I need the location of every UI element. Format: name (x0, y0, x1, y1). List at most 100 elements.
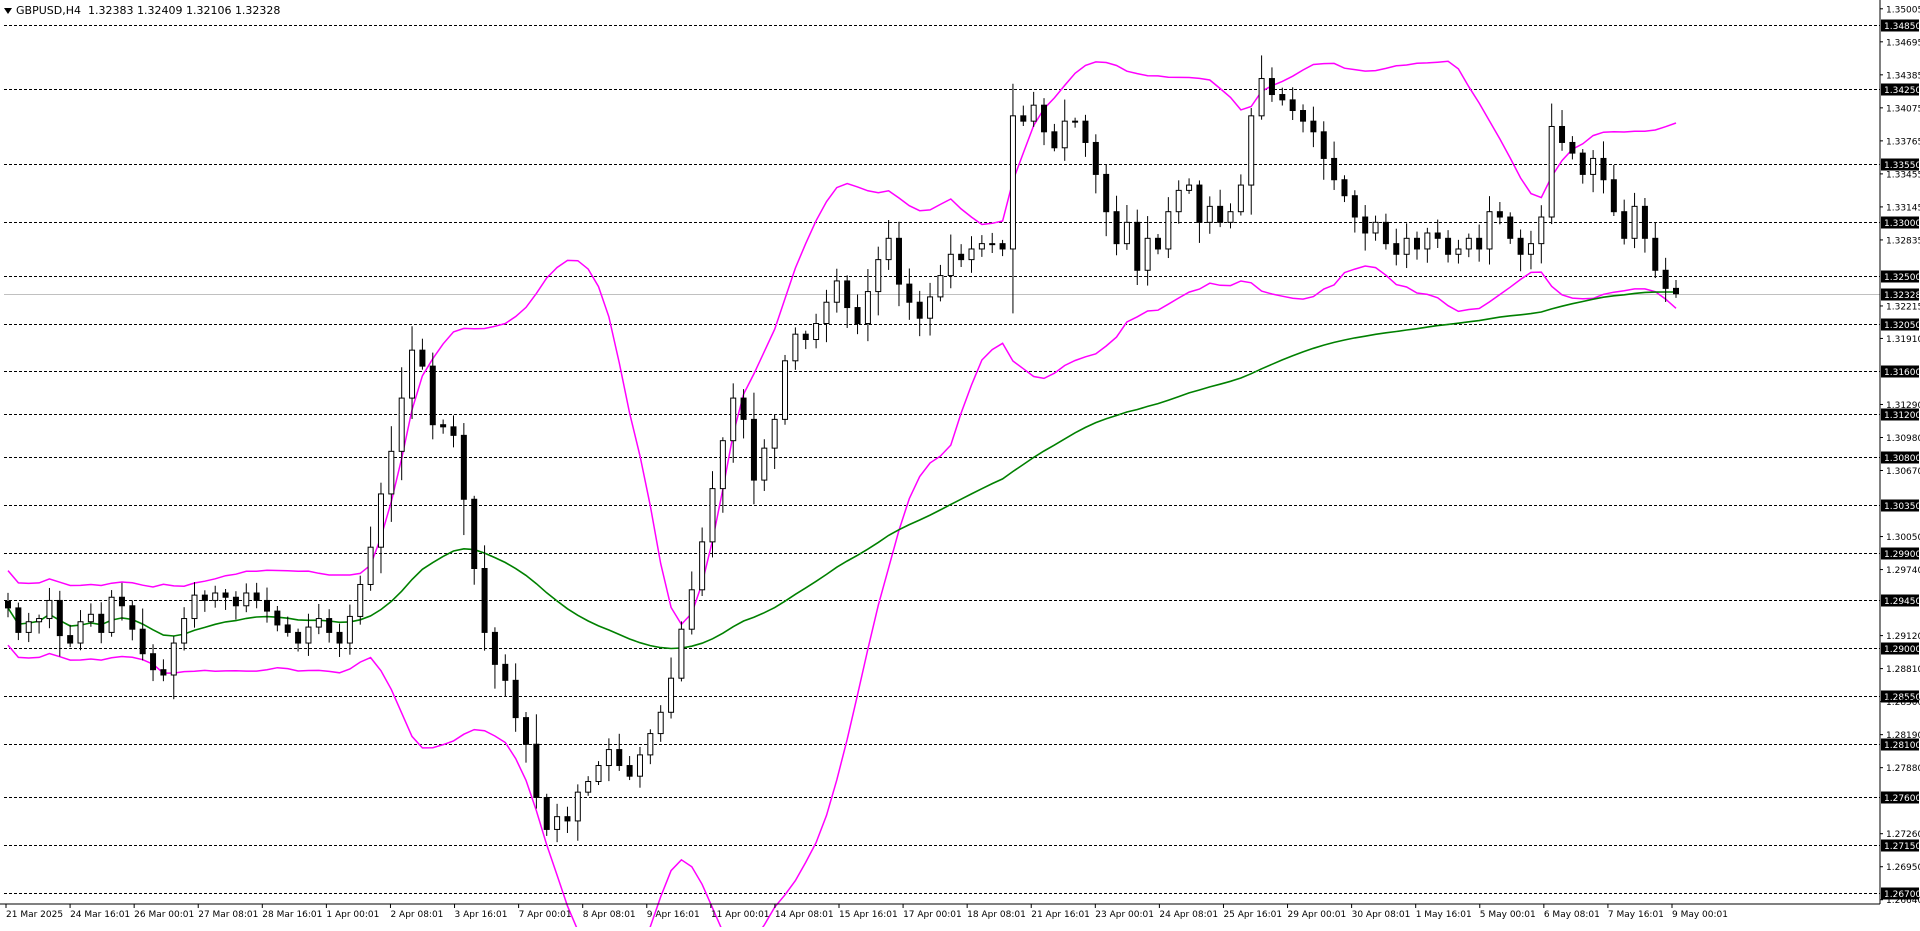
candle-body[interactable] (574, 791, 581, 822)
candle-body[interactable] (1362, 216, 1369, 234)
candle-body[interactable] (916, 301, 923, 319)
candle-body[interactable] (315, 618, 322, 628)
candle-body[interactable] (1279, 94, 1286, 101)
candle-body[interactable] (77, 621, 84, 644)
candle-body[interactable] (657, 711, 664, 735)
candle-body[interactable] (761, 447, 768, 481)
candle-body[interactable] (264, 599, 271, 612)
candle-body[interactable] (740, 397, 747, 420)
candle-body[interactable] (1517, 237, 1524, 255)
candle-body[interactable] (864, 291, 871, 325)
candle-body[interactable] (222, 592, 229, 598)
candle-body[interactable] (429, 365, 436, 426)
candle-body[interactable] (875, 259, 882, 293)
candle-body[interactable] (1662, 269, 1669, 289)
candle-body[interactable] (1652, 237, 1659, 271)
candle-body[interactable] (1072, 120, 1079, 123)
candle-body[interactable] (419, 349, 426, 367)
candle-body[interactable] (108, 596, 115, 633)
candle-body[interactable] (46, 599, 53, 620)
candle-body[interactable] (678, 628, 685, 679)
candle-body[interactable] (1641, 205, 1648, 239)
candle-body[interactable] (636, 754, 643, 777)
candle-body[interactable] (1258, 78, 1265, 117)
candle-body[interactable] (792, 333, 799, 362)
candle-body[interactable] (1621, 211, 1628, 239)
candle-body[interactable] (440, 424, 447, 428)
candle-body[interactable] (1123, 221, 1130, 245)
candle-body[interactable] (1041, 104, 1048, 133)
candle-body[interactable] (201, 594, 208, 601)
candle-body[interactable] (512, 679, 519, 719)
candle-body[interactable] (1372, 221, 1379, 234)
candle-body[interactable] (56, 599, 63, 637)
candle-body[interactable] (460, 434, 467, 500)
candle-body[interactable] (326, 618, 333, 633)
candle-body[interactable] (1486, 211, 1493, 250)
candle-body[interactable] (854, 307, 861, 325)
candle-body[interactable] (730, 397, 737, 442)
candle-body[interactable] (1144, 237, 1151, 271)
candle-body[interactable] (295, 631, 302, 644)
candle-body[interactable] (1548, 125, 1555, 218)
candle-body[interactable] (927, 296, 934, 319)
candle-body[interactable] (1465, 237, 1472, 250)
candle-body[interactable] (564, 816, 571, 822)
candle-body[interactable] (626, 765, 633, 777)
candle-body[interactable] (1341, 179, 1348, 197)
candle-body[interactable] (15, 607, 22, 633)
candle-body[interactable] (989, 243, 996, 246)
candle-body[interactable] (1186, 184, 1193, 191)
candle-body[interactable] (1403, 237, 1410, 255)
candle-body[interactable] (367, 546, 374, 585)
candle-body[interactable] (844, 280, 851, 309)
candle-body[interactable] (502, 663, 509, 681)
candle-body[interactable] (191, 594, 198, 620)
candle-body[interactable] (160, 669, 167, 676)
candle-body[interactable] (1154, 237, 1161, 250)
candle-body[interactable] (947, 253, 954, 277)
candle-body[interactable] (1527, 243, 1534, 255)
candle-body[interactable] (1610, 179, 1617, 213)
candle-body[interactable] (1393, 243, 1400, 255)
candle-body[interactable] (139, 628, 146, 655)
candle-body[interactable] (1175, 189, 1182, 213)
candle-body[interactable] (1590, 157, 1597, 175)
candle-body[interactable] (305, 626, 312, 644)
candle-body[interactable] (346, 615, 353, 644)
candle-body[interactable] (1227, 211, 1234, 223)
candle-body[interactable] (1434, 232, 1441, 239)
candle-body[interactable] (906, 283, 913, 303)
dropdown-triangle-icon[interactable] (4, 8, 12, 14)
candle-body[interactable] (253, 592, 260, 601)
candle-body[interactable] (937, 275, 944, 298)
candle-body[interactable] (1196, 184, 1203, 223)
candle-body[interactable] (1445, 237, 1452, 255)
candle-body[interactable] (1103, 173, 1110, 213)
candle-body[interactable] (833, 280, 840, 303)
candle-body[interactable] (212, 592, 219, 601)
candle-body[interactable] (523, 717, 530, 745)
candle-body[interactable] (471, 498, 478, 569)
candle-body[interactable] (1165, 211, 1172, 250)
candle-body[interactable] (554, 816, 561, 830)
candle-body[interactable] (999, 243, 1006, 250)
candle-body[interactable] (1476, 237, 1483, 250)
candle-body[interactable] (232, 596, 239, 607)
candle-body[interactable] (450, 426, 457, 436)
candle-body[interactable] (284, 624, 291, 633)
candle-body[interactable] (895, 237, 902, 285)
candle-body[interactable] (336, 631, 343, 644)
candle-body[interactable] (129, 605, 136, 630)
candle-body[interactable] (1507, 216, 1514, 239)
candle-body[interactable] (1559, 125, 1566, 143)
candle-body[interactable] (36, 618, 43, 623)
candle-body[interactable] (1579, 152, 1586, 175)
candle-body[interactable] (25, 621, 32, 633)
candle-body[interactable] (1631, 205, 1638, 239)
candle-body[interactable] (1569, 141, 1576, 154)
candle-body[interactable] (170, 642, 177, 676)
candle-body[interactable] (823, 301, 830, 325)
candle-body[interactable] (968, 248, 975, 261)
candle-body[interactable] (1455, 248, 1462, 255)
